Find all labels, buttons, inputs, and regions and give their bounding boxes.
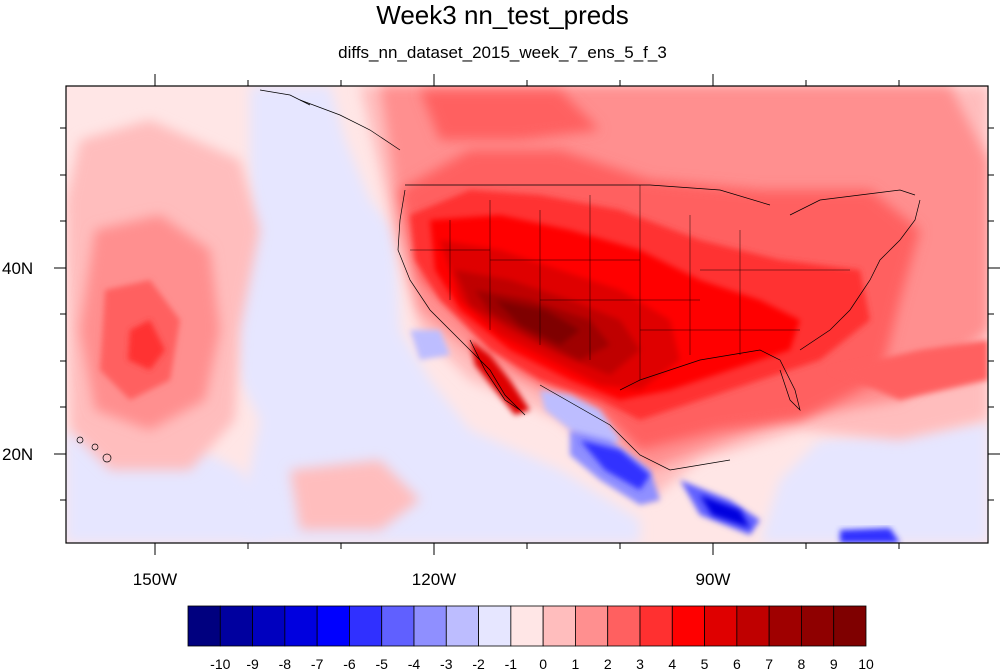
colorbar-label: 0 [539, 656, 547, 672]
lat-label-20n: 20N [2, 445, 33, 464]
colorbar-swatch [510, 605, 544, 647]
colorbar-swatch [768, 605, 802, 647]
colorbar-label: -6 [343, 656, 356, 672]
colorbar-label: 10 [858, 656, 874, 672]
colorbar-swatch [542, 605, 576, 647]
colorbar-label: 5 [701, 656, 709, 672]
colorbar-label: -8 [279, 656, 292, 672]
colorbar-swatch [671, 605, 705, 647]
colorbar-swatch [349, 605, 383, 647]
colorbar-swatch [381, 605, 415, 647]
colorbar-label: -9 [246, 656, 259, 672]
lon-label-120w: 120W [412, 570, 456, 589]
colorbar-label: 2 [604, 656, 612, 672]
map-subtitle: diffs_nn_dataset_2015_week_7_ens_5_f_3 [338, 43, 667, 62]
colorbar-swatch [316, 605, 350, 647]
colorbar-label: -4 [408, 656, 421, 672]
lon-label-150w: 150W [133, 570, 177, 589]
lat-label-40n: 40N [2, 259, 33, 278]
colorbar-label: 7 [765, 656, 773, 672]
colorbar: -10 -9 -8 -7 -6 -5 -4 -3 -2 -1 0 1 2 3 4 5 6 7 8 9 10 [187, 605, 874, 672]
colorbar-label: -3 [440, 656, 453, 672]
colorbar-swatch [187, 605, 221, 647]
colorbar-label: 4 [668, 656, 676, 672]
colorbar-label: -10 [210, 656, 230, 672]
colorbar-swatch [284, 605, 318, 647]
colorbar-swatch [704, 605, 738, 647]
colorbar-label: -7 [311, 656, 324, 672]
map-title: Week3 nn_test_preds [376, 0, 629, 30]
colorbar-label: -2 [472, 656, 485, 672]
colorbar-swatch [607, 605, 641, 647]
colorbar-swatch [575, 605, 609, 647]
colorbar-swatch [801, 605, 835, 647]
colorbar-swatch [252, 605, 286, 647]
colorbar-swatch [639, 605, 673, 647]
colorbar-label: 3 [636, 656, 644, 672]
colorbar-swatch [833, 605, 867, 647]
colorbar-label: 8 [798, 656, 806, 672]
colorbar-swatch [445, 605, 479, 647]
colorbar-label: -5 [375, 656, 388, 672]
colorbar-label: 9 [830, 656, 838, 672]
colorbar-label: -1 [505, 656, 518, 672]
colorbar-swatch [219, 605, 253, 647]
colorbar-label: 6 [733, 656, 741, 672]
lon-label-90w: 90W [696, 570, 731, 589]
anomaly-field [66, 86, 988, 543]
colorbar-swatch [736, 605, 770, 647]
colorbar-swatch [413, 605, 447, 647]
colorbar-swatch [478, 605, 512, 647]
colorbar-label: 1 [572, 656, 580, 672]
